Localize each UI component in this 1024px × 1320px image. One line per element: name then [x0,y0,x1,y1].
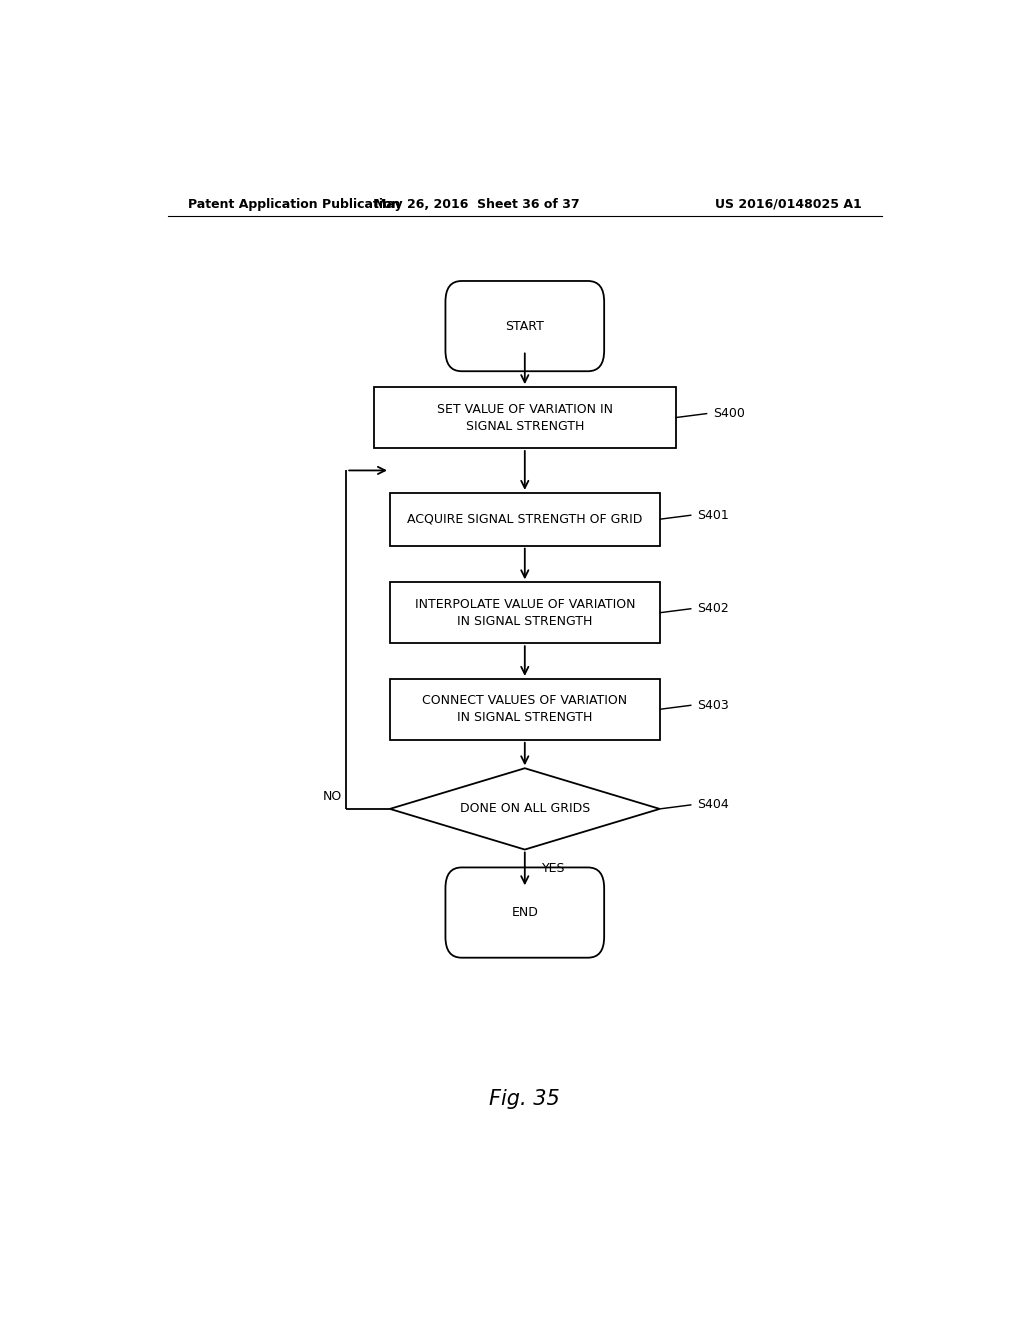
Bar [390,492,659,545]
Text: S400: S400 [714,407,745,420]
Text: Patent Application Publication: Patent Application Publication [187,198,400,211]
Text: CONNECT VALUES OF VARIATION
IN SIGNAL STRENGTH: CONNECT VALUES OF VARIATION IN SIGNAL ST… [422,694,628,725]
FancyBboxPatch shape [445,281,604,371]
Text: US 2016/0148025 A1: US 2016/0148025 A1 [716,198,862,211]
FancyBboxPatch shape [445,867,604,958]
Text: S401: S401 [697,508,729,521]
Text: S402: S402 [697,602,729,615]
Text: S404: S404 [697,799,729,812]
Bar [374,387,676,447]
Bar [390,678,659,739]
Text: DONE ON ALL GRIDS: DONE ON ALL GRIDS [460,803,590,816]
Text: YES: YES [543,862,565,875]
Text: Fig. 35: Fig. 35 [489,1089,560,1109]
Text: S403: S403 [697,698,729,711]
Text: INTERPOLATE VALUE OF VARIATION
IN SIGNAL STRENGTH: INTERPOLATE VALUE OF VARIATION IN SIGNAL… [415,598,635,628]
Text: ACQUIRE SIGNAL STRENGTH OF GRID: ACQUIRE SIGNAL STRENGTH OF GRID [408,512,642,525]
Text: SET VALUE OF VARIATION IN
SIGNAL STRENGTH: SET VALUE OF VARIATION IN SIGNAL STRENGT… [437,403,612,433]
Bar [390,582,659,643]
Text: START: START [506,319,544,333]
Text: NO: NO [323,791,342,803]
Polygon shape [390,768,659,850]
Text: May 26, 2016  Sheet 36 of 37: May 26, 2016 Sheet 36 of 37 [375,198,580,211]
Text: END: END [511,906,539,919]
